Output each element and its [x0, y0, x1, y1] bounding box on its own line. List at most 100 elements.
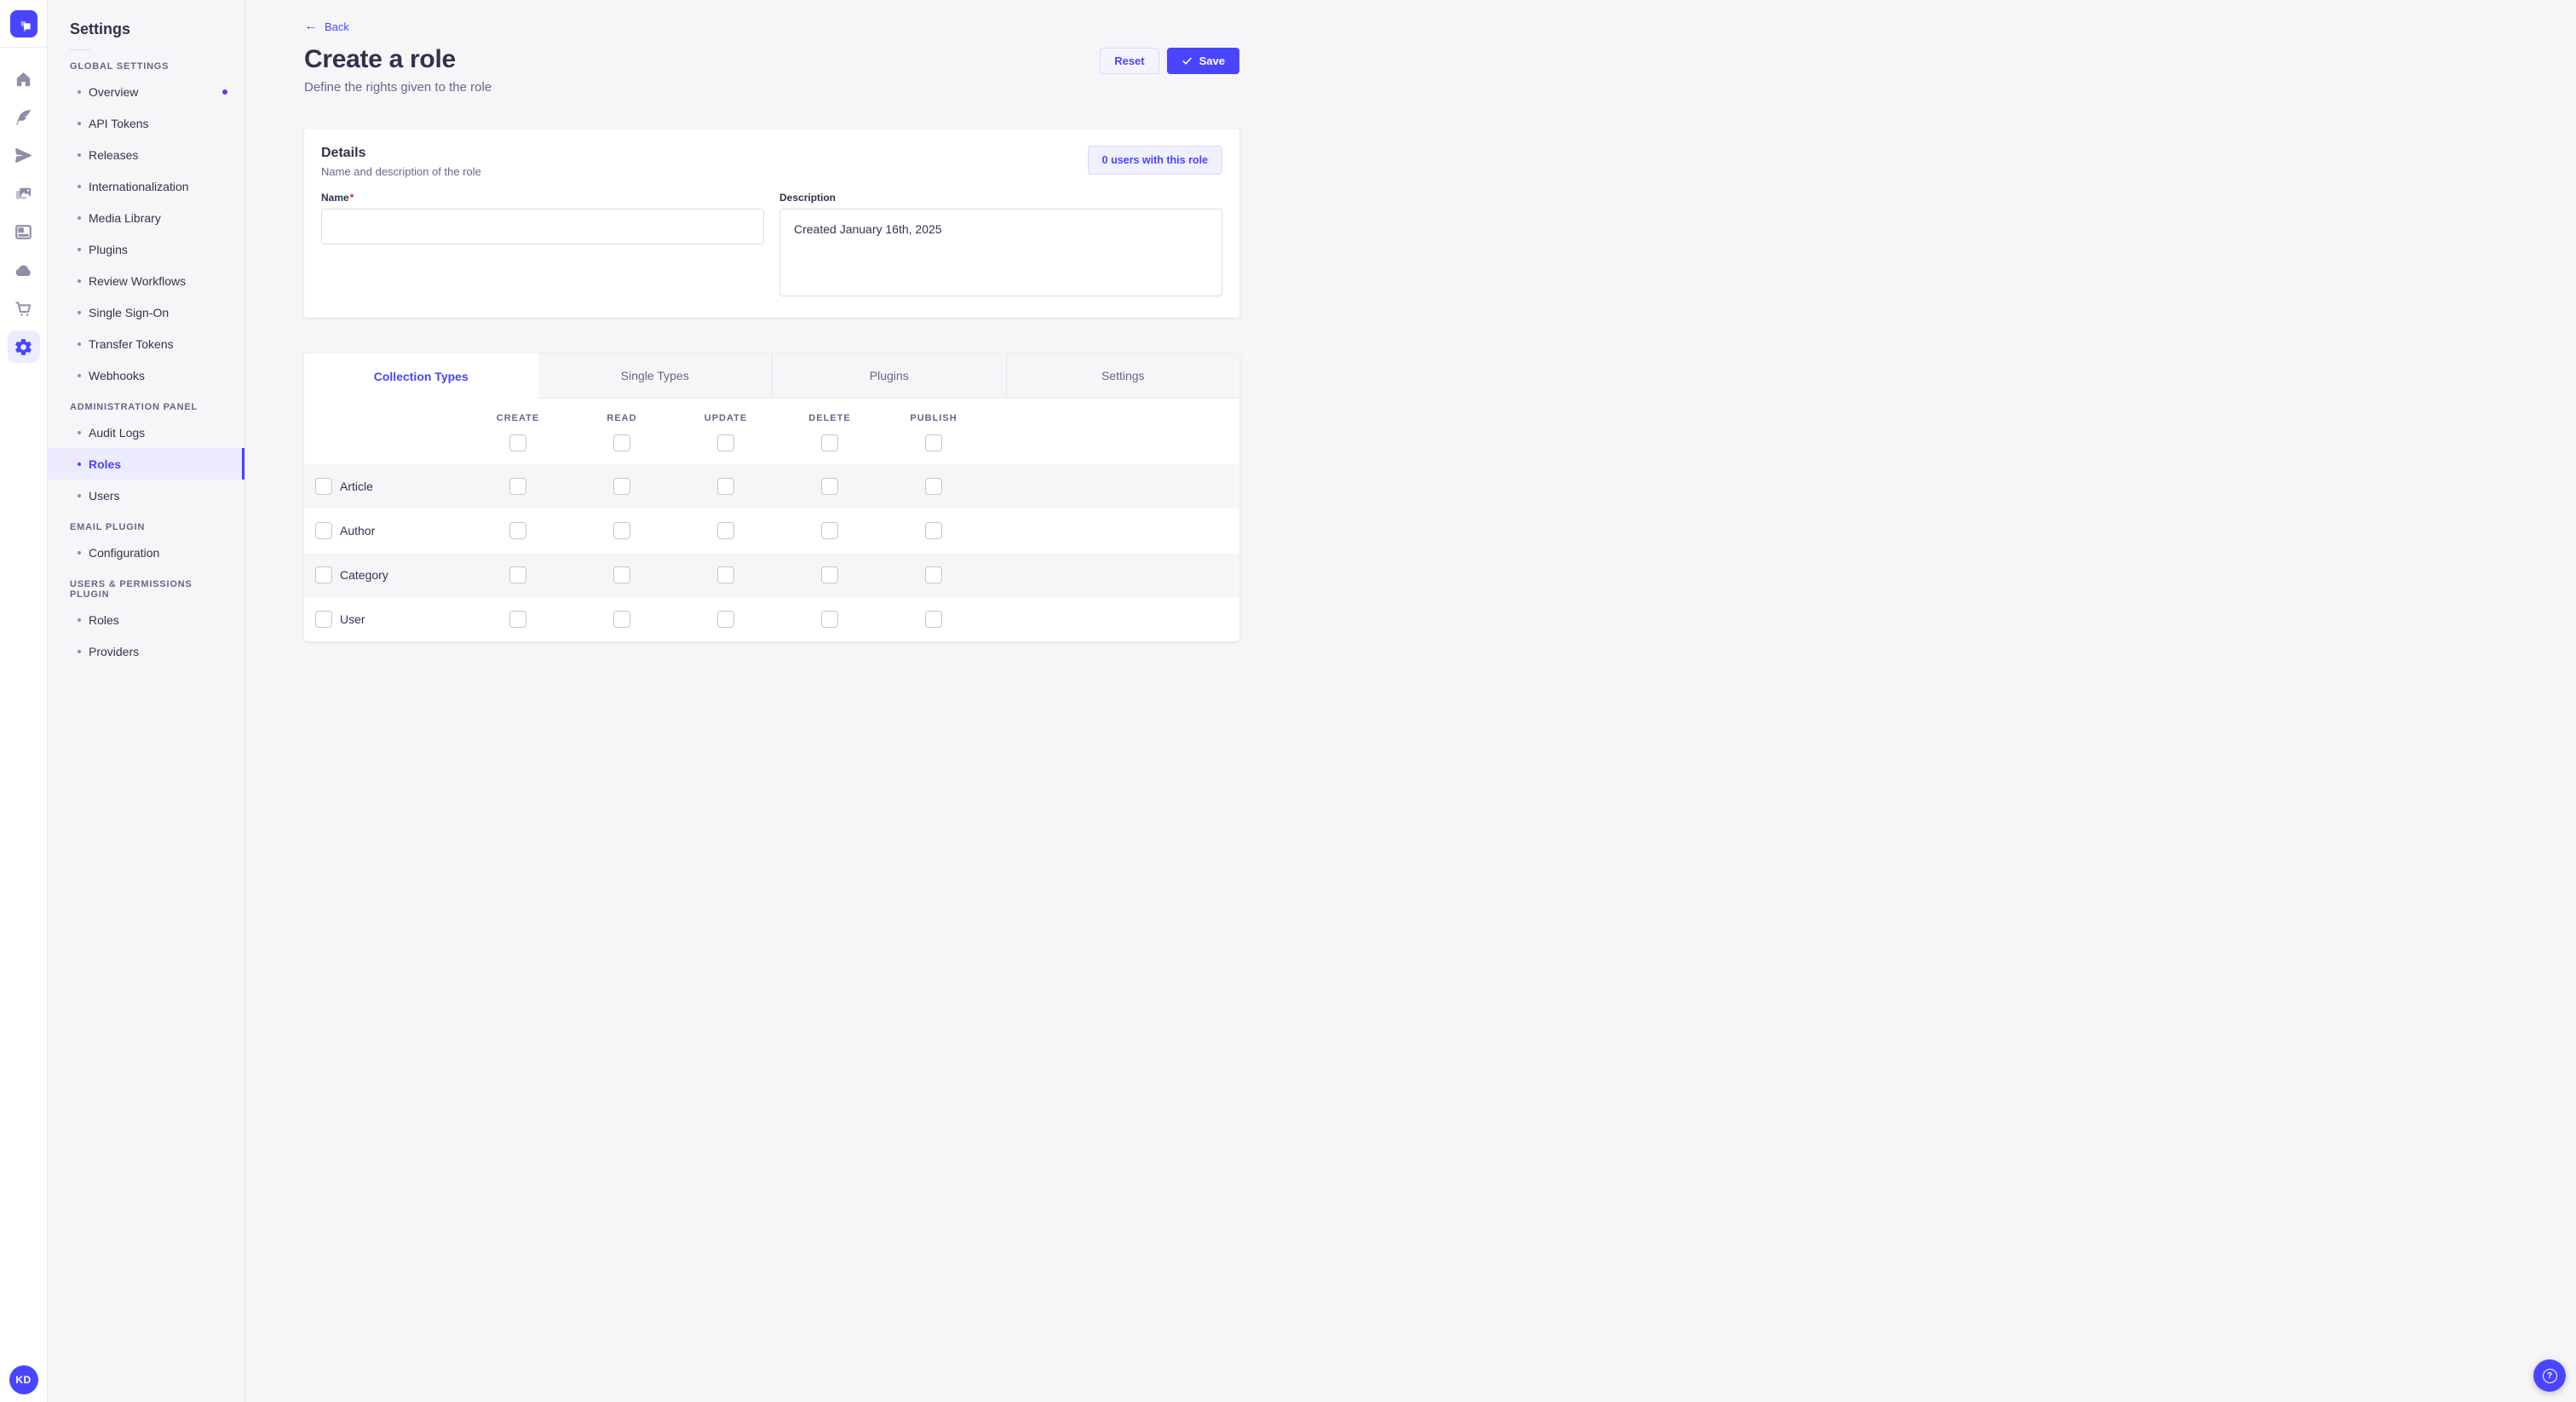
column-select-checkbox[interactable]	[717, 434, 734, 451]
sidebar-item-label: Configuration	[89, 545, 160, 560]
back-label: Back	[325, 20, 349, 33]
row-select-checkbox[interactable]	[315, 566, 332, 583]
column-select-checkbox[interactable]	[925, 434, 942, 451]
reset-button[interactable]: Reset	[1100, 48, 1159, 74]
subnav-title: Settings	[70, 20, 131, 37]
sidebar-item-roles[interactable]: Roles	[48, 448, 244, 480]
permission-checkbox[interactable]	[509, 522, 526, 539]
row-select-checkbox[interactable]	[315, 478, 332, 495]
details-heading: Details	[321, 146, 366, 160]
column-update: UPDATE	[674, 413, 778, 451]
permission-checkbox[interactable]	[925, 611, 942, 628]
sidebar-item-configuration[interactable]: Configuration	[70, 537, 231, 568]
sidebar-item-label: Audit Logs	[89, 425, 146, 440]
sidebar-item-overview[interactable]: Overview	[70, 76, 231, 107]
strapi-logo[interactable]	[9, 10, 37, 37]
layout-icon[interactable]	[8, 215, 40, 248]
back-arrow-icon: ←	[304, 19, 318, 33]
column-header-label: CREATE	[496, 413, 540, 423]
sidebar-item-api-tokens[interactable]: API Tokens	[70, 107, 231, 139]
sidebar-item-audit-logs[interactable]: Audit Logs	[70, 417, 231, 448]
permission-checkbox[interactable]	[717, 522, 734, 539]
permissions-card: Collection Types Single Types Plugins Se…	[304, 353, 1239, 641]
users-with-role-button[interactable]: 0 users with this role	[1087, 146, 1222, 175]
save-label: Save	[1199, 55, 1225, 67]
tab-settings[interactable]: Settings	[1005, 353, 1239, 399]
permission-checkbox[interactable]	[509, 478, 526, 495]
permission-checkbox[interactable]	[509, 611, 526, 628]
back-link[interactable]: ← Back	[304, 20, 349, 33]
gear-icon[interactable]	[7, 330, 40, 363]
permission-checkbox[interactable]	[925, 566, 942, 583]
permission-checkbox[interactable]	[717, 611, 734, 628]
bullet-icon	[78, 247, 81, 251]
main-nav-rail: KD	[0, 0, 48, 1402]
permission-checkbox[interactable]	[613, 522, 630, 539]
sidebar-item-label: Roles	[89, 457, 122, 471]
section-label: GLOBAL SETTINGS	[70, 61, 170, 72]
section-administration-panel: ADMINISTRATION PANEL Audit Logs Roles Us…	[48, 402, 244, 511]
sidebar-item-providers[interactable]: Providers	[70, 635, 231, 667]
permission-checkbox[interactable]	[925, 522, 942, 539]
sidebar-item-releases[interactable]: Releases	[70, 139, 231, 170]
help-button[interactable]: ?	[2533, 1359, 2566, 1392]
permission-checkbox[interactable]	[613, 611, 630, 628]
permission-checkbox[interactable]	[717, 478, 734, 495]
section-label: ADMINISTRATION PANEL	[70, 402, 198, 412]
permission-checkbox[interactable]	[717, 566, 734, 583]
sidebar-item-internationalization[interactable]: Internationalization	[70, 170, 231, 202]
permission-checkbox[interactable]	[821, 478, 838, 495]
row-select-checkbox[interactable]	[315, 522, 332, 539]
column-select-checkbox[interactable]	[613, 434, 630, 451]
column-read: READ	[570, 413, 674, 451]
permissions-header: CREATE READ UPDATE DELETE PUBLISH	[304, 399, 1239, 464]
permission-checkbox[interactable]	[925, 478, 942, 495]
required-asterisk: *	[349, 192, 354, 204]
details-subheading: Name and description of the role	[321, 165, 481, 178]
sidebar-item-webhooks[interactable]: Webhooks	[70, 359, 231, 391]
bullet-icon	[78, 121, 81, 125]
permission-checkbox[interactable]	[821, 566, 838, 583]
notification-dot	[222, 89, 227, 95]
bullet-icon	[78, 184, 81, 188]
permission-checkbox[interactable]	[613, 478, 630, 495]
feather-icon[interactable]	[8, 101, 40, 133]
sidebar-item-label: Review Workflows	[89, 273, 187, 288]
sidebar-item-transfer-tokens[interactable]: Transfer Tokens	[70, 328, 231, 359]
bullet-icon	[78, 373, 81, 377]
paper-plane-icon[interactable]	[8, 139, 40, 171]
permission-checkbox[interactable]	[509, 566, 526, 583]
tab-plugins[interactable]: Plugins	[772, 353, 1006, 399]
sidebar-item-plugins[interactable]: Plugins	[70, 233, 231, 265]
sidebar-item-single-sign-on[interactable]: Single Sign-On	[70, 296, 231, 328]
table-row-category: Category	[304, 553, 1239, 597]
column-select-checkbox[interactable]	[509, 434, 526, 451]
sidebar-item-users[interactable]: Users	[70, 480, 231, 511]
permission-checkbox[interactable]	[821, 611, 838, 628]
role-name-input[interactable]	[321, 209, 764, 244]
sidebar-item-media-library[interactable]: Media Library	[70, 202, 231, 233]
bullet-icon	[78, 550, 81, 554]
cart-icon[interactable]	[8, 292, 40, 325]
row-select-checkbox[interactable]	[315, 611, 332, 628]
save-button[interactable]: Save	[1166, 48, 1239, 74]
sidebar-item-label: Transfer Tokens	[89, 336, 174, 351]
role-description-textarea[interactable]: Created January 16th, 2025	[779, 209, 1222, 296]
cloud-icon[interactable]	[8, 254, 40, 286]
home-icon[interactable]	[8, 62, 40, 95]
media-icon[interactable]	[8, 177, 40, 210]
permission-checkbox[interactable]	[613, 566, 630, 583]
section-email-plugin: EMAIL PLUGIN Configuration	[70, 522, 231, 568]
sidebar-item-up-roles[interactable]: Roles	[70, 604, 231, 635]
sidebar-item-review-workflows[interactable]: Review Workflows	[70, 265, 231, 296]
tab-collection-types[interactable]: Collection Types	[304, 353, 538, 399]
column-select-checkbox[interactable]	[821, 434, 838, 451]
bullet-icon	[78, 493, 81, 497]
permission-checkbox[interactable]	[821, 522, 838, 539]
bullet-icon	[78, 618, 81, 622]
column-header-label: READ	[607, 413, 637, 423]
tab-single-types[interactable]: Single Types	[538, 353, 772, 399]
bullet-icon	[78, 279, 81, 283]
user-avatar[interactable]: KD	[9, 1365, 38, 1394]
strapi-logo-icon	[20, 21, 31, 32]
